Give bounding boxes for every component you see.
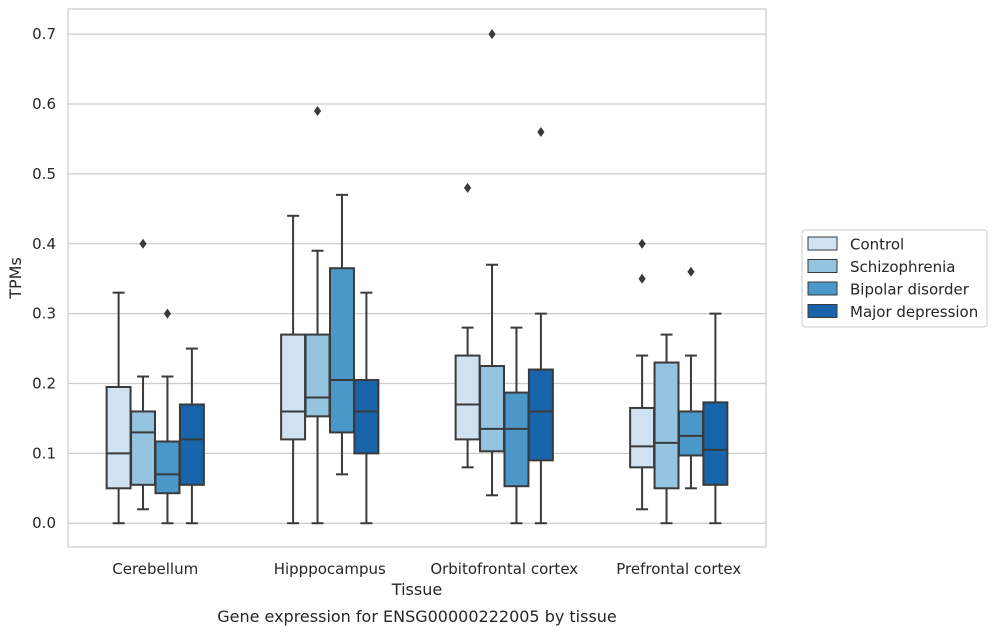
y-tick-label: 0.0 [32,514,56,532]
y-tick-label: 0.4 [32,235,56,253]
legend-frame [801,229,988,328]
box [527,126,554,525]
y-axis-label: TPMs [6,257,25,300]
box-body [130,410,157,486]
box [653,333,680,525]
box-body [178,403,205,486]
box-body [527,368,554,462]
plot-frame [67,8,767,548]
y-tick-label: 0.3 [32,305,56,323]
legend-label: Major depression [850,303,978,321]
box-body [328,267,355,434]
y-tick-label: 0.2 [32,375,56,393]
y-tick-label: 0.5 [32,165,56,183]
box-body [154,440,181,495]
box [130,238,157,511]
x-tick-label: Orbitofrontal cortex [430,560,578,578]
box-body [677,410,704,457]
outlier-point [638,273,646,284]
box-body [105,385,132,490]
box-body [353,379,380,455]
box-body [454,354,481,441]
series-major-depression [178,126,729,525]
x-tick-label: Prefrontal cortex [616,560,741,578]
outlier-point [687,266,695,277]
outlier-point [488,29,496,40]
legend-swatch [807,281,838,296]
outlier-point [638,238,646,249]
outlier-point [464,182,472,193]
box [702,312,729,525]
outlier-point [163,308,172,319]
series-control [105,182,656,525]
legend-label: Schizophrenia [850,258,955,276]
box-body [702,401,729,486]
box [304,106,331,525]
y-tick-label: 0.7 [32,25,56,43]
box [280,214,307,525]
x-tick-label: Cerebellum [112,560,198,578]
box-body [629,406,656,469]
box [328,193,355,476]
box [454,182,481,469]
box-body [503,391,530,488]
outlier-point [537,126,545,137]
box-body [653,361,680,490]
y-tick-label: 0.1 [32,444,56,462]
box [105,291,132,525]
box [178,347,205,525]
box [503,326,530,525]
x-axis-ticks: Cerebellum Hipppocampus Orbitofrontal cort… [112,560,741,578]
legend: Control Schizophrenia Bipolar disorder Majo… [801,229,988,328]
box-body [304,333,331,418]
outlier-point [313,106,322,117]
legend-swatch [807,236,838,251]
x-tick-label: Hipppocampus [274,560,386,578]
y-axis-ticks: 0.0 0.1 0.2 0.3 0.4 0.5 0.6 0.7 [32,25,56,532]
box-series [105,29,729,525]
legend-label: Bipolar disorder [850,281,970,299]
box [629,238,656,511]
box [154,308,181,525]
legend-swatch [807,304,838,318]
outlier-point [139,238,147,249]
legend-swatch [807,259,838,273]
chart-caption: Gene expression for ENSG00000222005 by t… [217,607,617,626]
box-body [280,333,307,441]
legend-label: Control [850,236,904,254]
y-tick-label: 0.6 [32,95,56,113]
box [479,29,506,497]
series-schizophrenia [130,29,680,525]
box [353,291,380,525]
x-axis-label: Tissue [391,580,442,599]
box [677,266,704,490]
box-body [479,365,506,453]
